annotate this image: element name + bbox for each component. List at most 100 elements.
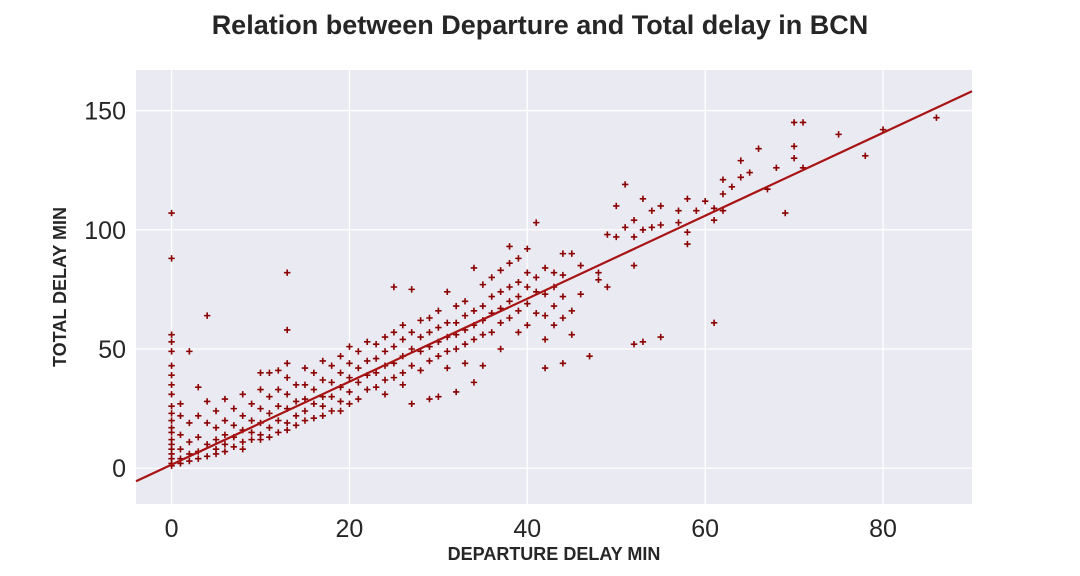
data-point	[524, 321, 531, 329]
data-point	[630, 233, 638, 241]
data-point	[559, 360, 567, 367]
data-point	[381, 376, 389, 384]
data-point	[435, 352, 442, 360]
data-point	[799, 119, 807, 126]
data-point	[541, 264, 549, 272]
data-point	[168, 338, 175, 346]
data-point	[186, 348, 193, 355]
data-point	[497, 267, 504, 274]
data-point	[168, 403, 175, 410]
data-point	[390, 343, 398, 350]
data-point	[408, 345, 415, 353]
data-point	[310, 386, 318, 393]
data-point	[283, 326, 291, 334]
data-point	[283, 426, 291, 434]
y-tick-label: 100	[84, 217, 126, 245]
data-point	[408, 362, 415, 369]
data-point	[239, 445, 246, 453]
data-point	[195, 412, 202, 419]
data-point	[621, 181, 629, 188]
data-point	[319, 412, 326, 419]
data-point	[639, 195, 647, 202]
data-point	[319, 403, 326, 410]
data-point	[168, 410, 175, 417]
data-point	[168, 362, 175, 369]
data-point	[346, 360, 353, 367]
data-point	[372, 355, 380, 362]
data-point	[452, 388, 460, 396]
data-point	[461, 360, 469, 367]
regression-line	[135, 90, 973, 483]
data-point	[426, 314, 433, 322]
data-point	[195, 383, 202, 391]
data-point	[283, 391, 291, 398]
data-point	[559, 293, 567, 300]
data-point	[479, 331, 487, 338]
data-point	[710, 319, 718, 326]
data-point	[577, 262, 584, 269]
data-point	[533, 274, 540, 281]
data-point	[301, 364, 309, 372]
x-tick-label: 0	[165, 515, 179, 543]
data-point	[328, 407, 335, 415]
data-point	[657, 333, 664, 341]
data-point	[301, 381, 309, 388]
y-tick-label: 0	[112, 455, 126, 483]
data-point	[346, 343, 353, 350]
data-point	[381, 348, 389, 355]
data-point	[755, 145, 762, 152]
y-tick-label: 150	[84, 98, 126, 126]
data-point	[257, 436, 264, 443]
data-point	[177, 400, 184, 408]
data-point	[524, 300, 531, 307]
data-point	[470, 264, 478, 272]
data-point	[283, 419, 291, 427]
data-point	[346, 374, 353, 381]
data-point	[630, 262, 638, 269]
data-point	[177, 431, 184, 439]
data-point	[212, 424, 220, 431]
data-point	[568, 250, 575, 257]
data-point	[168, 331, 175, 338]
data-point	[862, 152, 869, 160]
data-point	[301, 417, 309, 424]
data-point	[559, 314, 567, 322]
data-point	[701, 197, 709, 205]
data-point	[604, 283, 611, 291]
data-point	[479, 362, 487, 369]
data-point	[310, 414, 318, 422]
data-point	[168, 255, 175, 262]
data-point	[675, 219, 682, 226]
data-point	[479, 302, 487, 310]
data-point	[444, 348, 451, 355]
data-point	[515, 329, 522, 336]
data-point	[168, 348, 175, 355]
data-point	[630, 217, 638, 224]
data-point	[559, 271, 567, 279]
data-point	[283, 360, 291, 367]
data-point	[461, 341, 469, 348]
x-tick-label: 20	[336, 515, 364, 543]
data-point	[257, 369, 264, 377]
data-point	[408, 400, 415, 408]
data-point	[186, 419, 193, 427]
data-point	[648, 207, 656, 214]
data-point	[212, 436, 220, 443]
data-point	[684, 195, 691, 202]
data-point	[275, 429, 282, 436]
data-point	[613, 202, 620, 210]
data-point	[790, 155, 798, 162]
data-point	[470, 307, 478, 315]
data-point	[515, 307, 522, 315]
data-point	[461, 298, 469, 305]
data-point	[266, 434, 273, 441]
data-point	[319, 376, 326, 384]
x-axis-ticks: 0 20 40 60 80	[165, 515, 897, 543]
data-point	[737, 157, 744, 164]
data-point	[275, 386, 282, 393]
data-point	[372, 341, 380, 348]
data-point	[524, 245, 531, 253]
data-point	[728, 183, 736, 191]
data-point	[310, 400, 318, 408]
data-point	[292, 398, 300, 405]
